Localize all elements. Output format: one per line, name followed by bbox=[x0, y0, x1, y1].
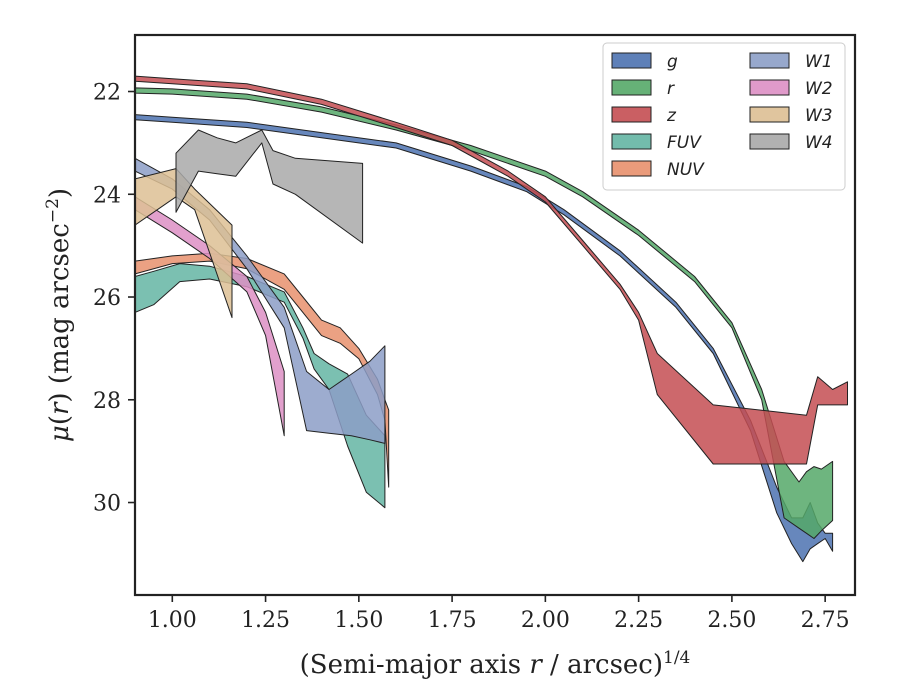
legend-swatch-g bbox=[611, 52, 652, 69]
y-tick-label: 22 bbox=[93, 81, 121, 106]
x-tick-label: 2.50 bbox=[707, 608, 756, 633]
legend-label-w1: W1 bbox=[805, 52, 833, 72]
y-axis-label: μ(r) (mag arcsec−2) bbox=[43, 188, 75, 442]
x-tick-label: 2.75 bbox=[801, 608, 850, 633]
x-tick-label: 1.75 bbox=[428, 608, 477, 633]
legend-swatch-w2 bbox=[749, 79, 790, 96]
legend-label-nuv: NUV bbox=[667, 160, 705, 180]
x-axis: 1.00 1.25 1.50 1.75 2.00 2.25 2.50 2.75 bbox=[148, 595, 850, 633]
legend: grz FUV NUV W1 W2 W3 W4 bbox=[602, 42, 846, 191]
legend-label-w4: W4 bbox=[805, 133, 833, 153]
x-tick-label: 1.00 bbox=[148, 608, 197, 633]
legend-label-r: r bbox=[667, 79, 675, 99]
series-bands bbox=[135, 75, 848, 563]
y-axis: 22 24 26 28 30 bbox=[93, 81, 135, 517]
legend-swatch-r bbox=[611, 79, 652, 96]
x-tick-label: 1.25 bbox=[241, 608, 290, 633]
x-tick-label: 2.00 bbox=[521, 608, 570, 633]
legend-swatch-w3 bbox=[749, 106, 790, 123]
y-tick-label: 28 bbox=[93, 389, 121, 414]
x-tick-label: 2.25 bbox=[614, 608, 663, 633]
legend-label-z: z bbox=[666, 106, 677, 126]
band-w4 bbox=[175, 129, 364, 244]
legend-label-w3: W3 bbox=[805, 106, 833, 126]
plot-frame bbox=[133, 33, 857, 597]
y-tick-label: 26 bbox=[93, 286, 121, 311]
legend-label-fuv: FUV bbox=[667, 133, 702, 153]
legend-swatch-z bbox=[611, 106, 652, 123]
legend-swatch-w4 bbox=[749, 133, 790, 150]
legend-swatch-w1 bbox=[749, 52, 790, 69]
x-tick-label: 1.50 bbox=[334, 608, 383, 633]
legend-swatch-fuv bbox=[611, 133, 652, 150]
x-axis-label: (Semi-major axis r / arcsec)1/4 bbox=[300, 648, 691, 680]
y-tick-label: 30 bbox=[93, 492, 121, 517]
band-z bbox=[135, 75, 848, 465]
y-tick-label: 24 bbox=[93, 183, 121, 208]
legend-swatch-nuv bbox=[611, 160, 652, 177]
legend-label-w2: W2 bbox=[805, 79, 833, 99]
legend-label-g: g bbox=[667, 52, 678, 72]
